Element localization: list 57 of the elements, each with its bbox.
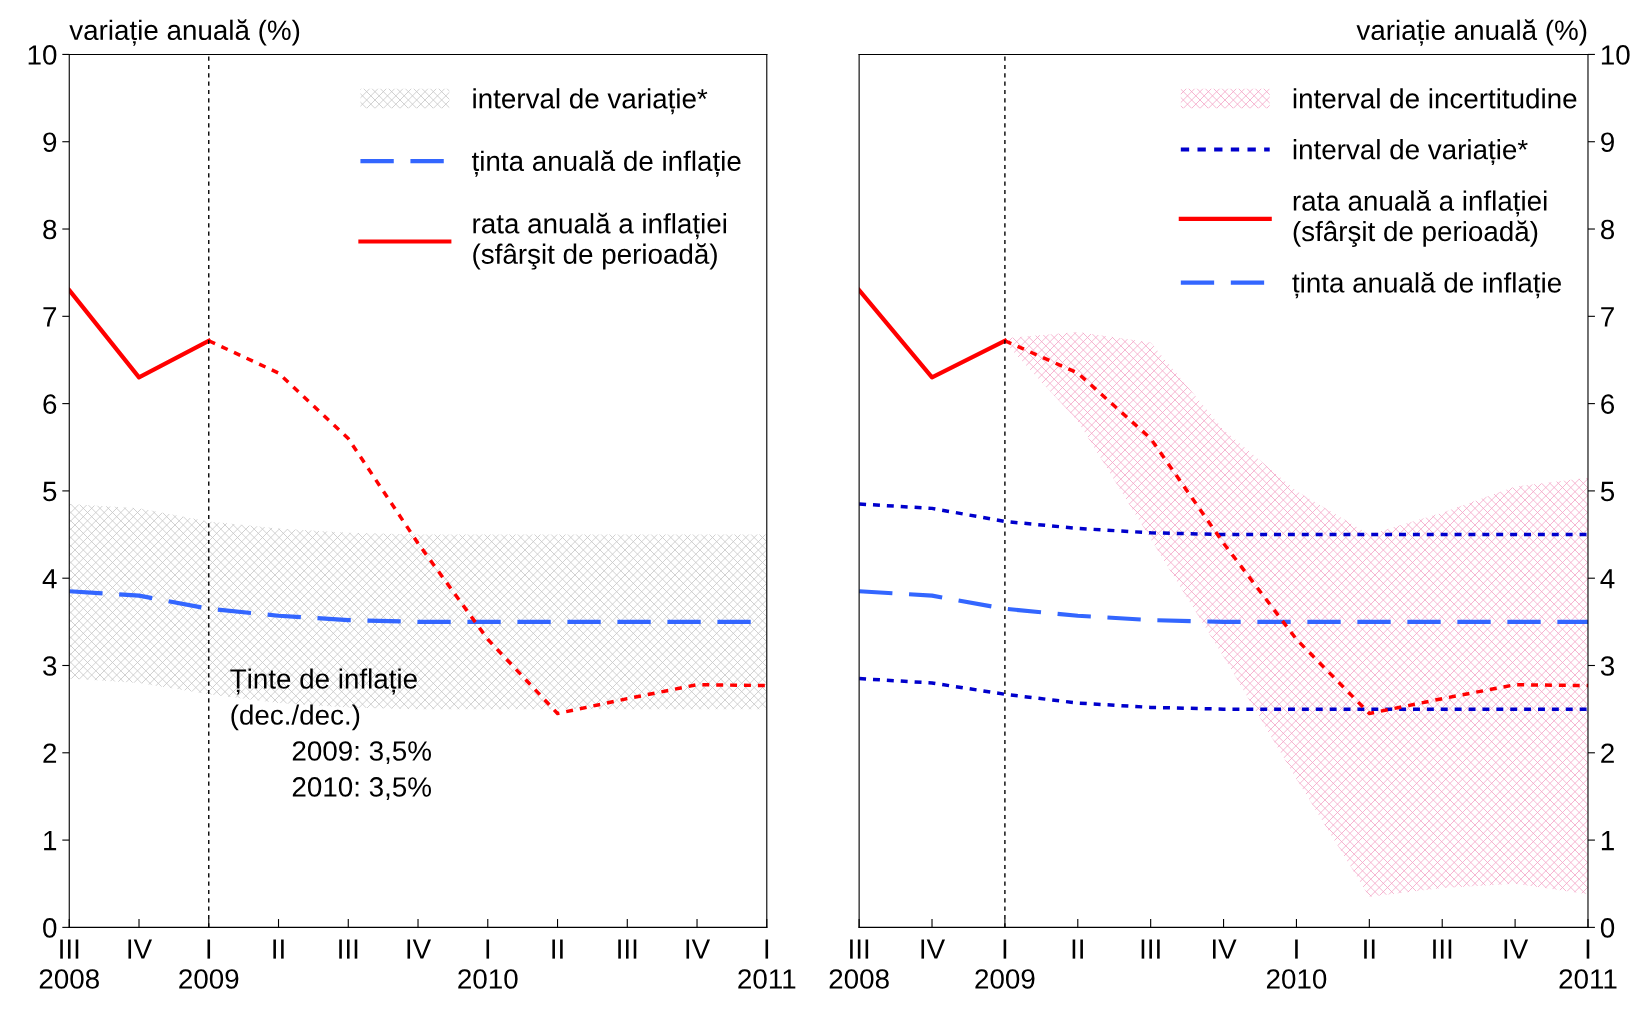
y-axis-title: variație anuală (%) bbox=[69, 19, 300, 46]
y-tick-label: 5 bbox=[1600, 481, 1615, 502]
y-tick-label: 1 bbox=[1601, 831, 1614, 851]
y-tick-label: 5 bbox=[43, 481, 57, 502]
y-tick-label: 6 bbox=[43, 394, 57, 414]
y-tick-label: 8 bbox=[1601, 219, 1615, 240]
legend-label: rata anuală a inflației (sfârşit de perioadă) bbox=[473, 212, 727, 270]
line-series bbox=[859, 502, 1588, 537]
x-tick-label: III bbox=[339, 939, 358, 959]
x-tick-label: III bbox=[1433, 939, 1452, 959]
y-tick-label: 0 bbox=[1600, 918, 1615, 938]
y-tick-label: 7 bbox=[1601, 307, 1614, 327]
y-tick-label: 2 bbox=[43, 743, 57, 763]
y-tick-label: 6 bbox=[1601, 394, 1615, 414]
x-tick-label: IV bbox=[1213, 939, 1237, 959]
y-tick-label: 2 bbox=[1601, 743, 1614, 763]
x-tick-label: II bbox=[552, 939, 563, 959]
y-tick-label: 1 bbox=[44, 831, 57, 851]
x-tick-label: I 2009 bbox=[179, 939, 239, 989]
line-series bbox=[859, 676, 1588, 711]
y-tick-label: 0 bbox=[43, 918, 57, 938]
legend-label: interval de variație* bbox=[473, 88, 708, 115]
x-tick-label: I 2010 bbox=[458, 939, 518, 989]
y-tick-label: 3 bbox=[1600, 656, 1615, 676]
y-axis-title: variație anuală (%) bbox=[1356, 19, 1587, 46]
annotation: Ținte de inflație (dec./dec.) 2009: 3,5% 2010: 3,5% bbox=[230, 668, 431, 801]
x-tick-label: III 2008 bbox=[39, 939, 99, 989]
x-tick-label: IV bbox=[407, 939, 432, 959]
legend-label: ținta anuală de inflație bbox=[471, 150, 741, 177]
y-tick-label: 9 bbox=[1601, 132, 1614, 153]
y-tick-label: 4 bbox=[1600, 569, 1615, 589]
legend-label: interval de incertitudine bbox=[1293, 88, 1577, 109]
x-tick-label: IV bbox=[921, 939, 946, 959]
x-tick-label: I 2011 bbox=[738, 939, 796, 989]
line-series bbox=[859, 589, 1588, 624]
x-tick-label: III bbox=[1141, 939, 1160, 959]
legend-label: interval de variație* bbox=[1293, 139, 1528, 166]
y-tick-label: 9 bbox=[43, 132, 57, 153]
legend-label: rata anuală a inflației (sfârşit de perioadă) bbox=[1293, 190, 1547, 247]
legend-label: ținta anuală de inflație bbox=[1292, 271, 1561, 299]
x-tick-label: II bbox=[1364, 939, 1375, 959]
y-tick-label: 8 bbox=[43, 219, 57, 240]
x-tick-label: II bbox=[273, 939, 284, 959]
x-tick-label: III 2008 bbox=[829, 939, 889, 989]
x-tick-label: II bbox=[1072, 939, 1083, 959]
y-tick-label: 10 bbox=[28, 45, 57, 65]
x-tick-label: IV bbox=[128, 939, 153, 959]
x-tick-label: I 2009 bbox=[975, 939, 1035, 989]
y-tick-label: 3 bbox=[43, 656, 57, 676]
x-tick-label: I 2010 bbox=[1266, 939, 1327, 989]
y-tick-label: 4 bbox=[42, 569, 57, 589]
y-tick-label: 10 bbox=[1601, 45, 1630, 65]
x-tick-label: III bbox=[618, 939, 637, 959]
x-tick-label: IV bbox=[686, 939, 711, 959]
x-tick-label: IV bbox=[1504, 939, 1529, 959]
x-tick-label: I 2011 bbox=[1559, 939, 1617, 989]
y-tick-label: 7 bbox=[43, 307, 57, 327]
